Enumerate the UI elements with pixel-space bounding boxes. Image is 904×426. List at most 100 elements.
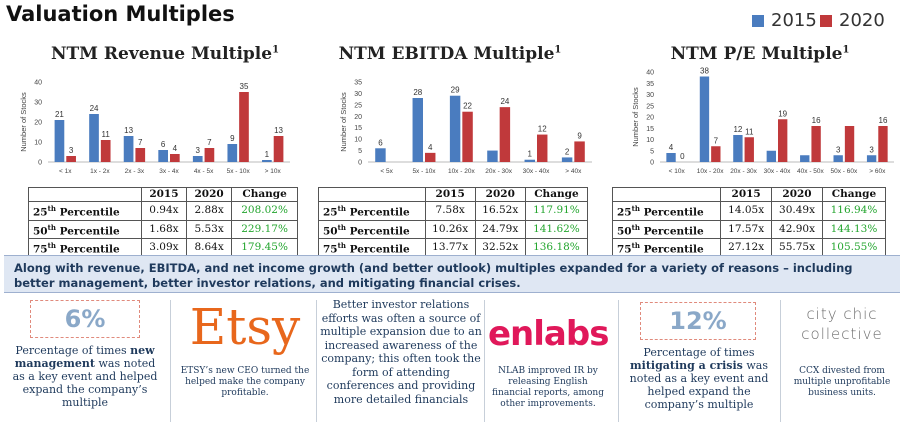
- cell-2020: 30.49x: [771, 201, 823, 221]
- chart-ebitda-multiple: Number of Stocks 0 5 10 15 20 25 30 35 6 < 5x 28 4 5x…: [339, 80, 592, 175]
- table-row: 75th Percentile 27.12x 55.75x 105.55%: [611, 238, 887, 258]
- y-tick-label: 20: [34, 120, 42, 127]
- bar-2015-3: [487, 150, 498, 162]
- x-tick-label: 50x - 60x: [830, 168, 857, 175]
- bar-value-label: 19: [778, 109, 787, 118]
- cell-2015: 10.26x: [424, 219, 476, 239]
- bar-2020-0: [66, 156, 76, 162]
- etsy-logo-text: Etsy: [189, 298, 301, 356]
- bar-value-label: 7: [207, 138, 212, 147]
- bar-2015-1: [412, 98, 423, 162]
- bar-value-label: 21: [55, 110, 64, 119]
- table-header-cell: Change: [231, 187, 298, 202]
- y-tick-label: 0: [38, 160, 42, 167]
- row-label: 50th Percentile: [318, 219, 426, 239]
- stat-new-management-value: 6%: [30, 300, 140, 338]
- cell-2020: 42.90x: [771, 219, 823, 239]
- cell-2020: 8.64x: [186, 238, 233, 258]
- bar-2015-3: [158, 150, 168, 162]
- etsy-caption: ETSY’s new CEO turned the helped make th…: [180, 366, 310, 398]
- bar-value-label: 4: [669, 143, 674, 152]
- table-row: 50th Percentile 10.26x 24.79x 141.62%: [318, 219, 589, 239]
- x-tick-label: > 10x: [265, 168, 282, 175]
- x-tick-label: 30x - 40x: [764, 168, 791, 175]
- table-header-row: 2015 2020 Change: [318, 187, 589, 202]
- x-tick-label: 3x - 4x: [159, 168, 179, 175]
- page-title: Valuation Multiples: [6, 2, 235, 26]
- cell-change: 116.94%: [821, 201, 887, 221]
- table-header-cell: 2020: [186, 187, 233, 202]
- stat-mitigating-crisis-value: 12%: [640, 302, 756, 340]
- bar-2015-2: [123, 136, 134, 162]
- row-label: 25th Percentile: [318, 201, 426, 221]
- cell-2015: 17.57x: [720, 219, 773, 239]
- bar-2015-2: [733, 135, 743, 162]
- y-tick-label: 15: [354, 125, 362, 132]
- bar-2020-1: [711, 146, 721, 162]
- bar-2020-2: [744, 137, 754, 162]
- cell-change: 208.02%: [231, 201, 298, 221]
- table-row: 50th Percentile 17.57x 42.90x 144.13%: [611, 219, 887, 239]
- chart-title-revenue: NTM Revenue Multiple1: [40, 44, 290, 64]
- bar-value-label: 29: [451, 86, 460, 95]
- y-tick-label: 15: [646, 126, 654, 133]
- bar-value-label: 9: [230, 134, 235, 143]
- bar-2015-6: [866, 155, 877, 162]
- x-tick-label: 10x - 20x: [448, 168, 475, 175]
- city-chic-caption: CCX divested from multiple unprofitable …: [793, 366, 891, 398]
- enlabs-caption: NLAB improved IR by releasing English fi…: [492, 366, 604, 409]
- cell-2020: 55.75x: [771, 238, 823, 258]
- y-tick-label: 10: [34, 140, 42, 147]
- stat-mitigating-crisis-post: was noted as a key event and helped expa…: [629, 359, 769, 411]
- cell-2015: 7.58x: [424, 201, 476, 221]
- legend-item-2015: 2015: [752, 10, 817, 31]
- bar-2015-4: [524, 159, 535, 162]
- bar-value-label: 28: [413, 88, 422, 97]
- x-tick-label: < 10x: [669, 168, 686, 175]
- bar-value-label: 12: [733, 125, 742, 134]
- y-tick-label: 40: [646, 70, 654, 77]
- divider-2: [316, 300, 317, 422]
- x-tick-label: 2x - 3x: [125, 168, 145, 175]
- summary-banner: Along with revenue, EBITDA, and net inco…: [4, 255, 900, 293]
- table-header-cell: Change: [821, 187, 887, 202]
- chart-title-ebitda: NTM EBITDA Multiple1: [330, 44, 570, 64]
- table-ebitda-percentiles: 2015 2020 Change 25th Percentile 7.58x 16.52x…: [318, 187, 589, 258]
- bar-2015-1: [89, 114, 99, 162]
- bar-value-label: 11: [102, 130, 111, 139]
- cell-2020: 32.52x: [474, 238, 526, 258]
- bar-2020-1: [100, 140, 111, 162]
- cell-2020: 5.53x: [186, 219, 233, 239]
- x-tick-label: < 5x: [380, 168, 393, 175]
- x-tick-label: 20x - 30x: [730, 168, 757, 175]
- cell-2020: 24.79x: [474, 219, 526, 239]
- table-row: 50th Percentile 1.68x 5.53x 229.17%: [28, 219, 298, 239]
- bar-2020-3: [170, 154, 180, 162]
- cell-2015: 0.94x: [140, 201, 188, 221]
- x-tick-label: > 40x: [565, 168, 582, 175]
- y-tick-label: 0: [358, 160, 362, 167]
- table-header-cell: 2015: [424, 187, 476, 202]
- bar-2015-5: [227, 144, 238, 162]
- x-tick-label: > 60x: [869, 168, 886, 175]
- bar-value-label: 13: [274, 126, 283, 135]
- y-tick-label: 40: [34, 80, 42, 87]
- x-tick-label: 5x - 10x: [227, 168, 251, 175]
- y-axis-label: Number of Stocks: [631, 87, 640, 147]
- chart-title-pe-text: NTM P/E Multiple: [670, 44, 843, 64]
- bar-value-label: 3: [836, 145, 841, 154]
- bar-value-label: 24: [90, 104, 99, 113]
- y-tick-label: 30: [354, 91, 362, 98]
- y-tick-label: 5: [650, 148, 654, 155]
- y-tick-label: 20: [646, 115, 654, 122]
- table-header-cell: 2020: [771, 187, 823, 202]
- x-tick-label: < 1x: [59, 168, 72, 175]
- city-chic-logo-line2: collective: [801, 325, 883, 343]
- y-tick-label: 20: [354, 114, 362, 121]
- bar-value-label: 2: [565, 147, 570, 156]
- bar-2020-6: [878, 126, 888, 162]
- table-header-cell: [28, 187, 142, 202]
- bar-value-label: 9: [577, 131, 582, 140]
- bar-value-label: 13: [124, 126, 133, 135]
